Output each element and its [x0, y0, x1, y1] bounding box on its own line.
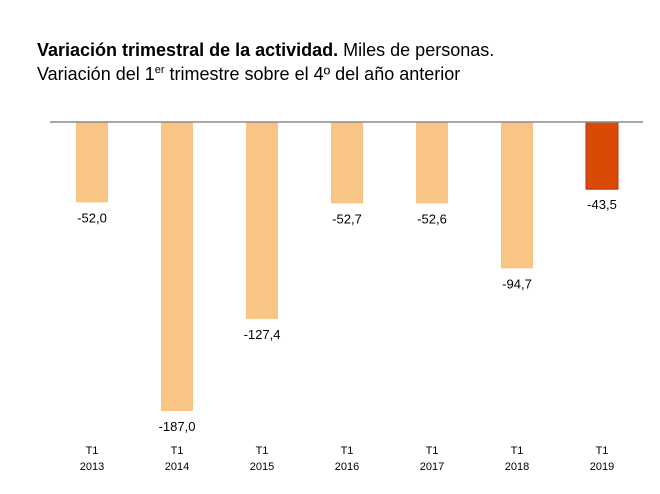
- title-line-2: Variación del 1er trimestre sobre el 4º …: [37, 62, 494, 86]
- x-tick-label-year: 2015: [250, 461, 274, 473]
- title-line-1: Variación trimestral de la actividad. Mi…: [37, 38, 494, 62]
- x-tick-label-year: 2019: [590, 461, 614, 473]
- data-label-2017: -52,6: [417, 211, 447, 226]
- x-tick-label-year: 2017: [420, 461, 444, 473]
- x-tick-label-year: 2018: [505, 461, 529, 473]
- chart-title-block: Variación trimestral de la actividad. Mi…: [37, 38, 494, 86]
- bar-2018: [501, 122, 533, 269]
- chart-subtitle-a: Variación del 1: [37, 64, 155, 84]
- data-label-2019: -43,5: [587, 197, 617, 212]
- chart-subtitle-sup: er: [154, 64, 165, 76]
- bar-2015: [246, 122, 278, 319]
- chart-subtitle-b: trimestre sobre el 4º del año anterior: [164, 64, 461, 84]
- data-label-2014: -187,0: [159, 419, 196, 434]
- bar-2014: [161, 122, 193, 411]
- x-tick-label-quarter: T1: [596, 445, 609, 457]
- chart-subtitle-units: Miles de personas.: [343, 40, 495, 60]
- x-tick-label-quarter: T1: [171, 445, 184, 457]
- x-tick-label-year: 2013: [80, 461, 104, 473]
- chart-title: Variación trimestral de la actividad.: [37, 40, 339, 60]
- data-label-2016: -52,7: [332, 211, 362, 226]
- x-tick-label-year: 2016: [335, 461, 359, 473]
- bar-2013: [76, 122, 108, 203]
- x-tick-label-year: 2014: [165, 461, 189, 473]
- data-label-2013: -52,0: [77, 210, 107, 225]
- data-label-2018: -94,7: [502, 276, 532, 291]
- bar-2016: [331, 122, 363, 204]
- x-tick-label-quarter: T1: [511, 445, 524, 457]
- x-tick-label-quarter: T1: [86, 445, 99, 457]
- bar-2017: [416, 122, 448, 204]
- bar-2019: [585, 121, 619, 190]
- x-tick-label-quarter: T1: [256, 445, 269, 457]
- data-label-2015: -127,4: [244, 327, 281, 342]
- x-tick-label-quarter: T1: [341, 445, 354, 457]
- x-tick-label-quarter: T1: [426, 445, 439, 457]
